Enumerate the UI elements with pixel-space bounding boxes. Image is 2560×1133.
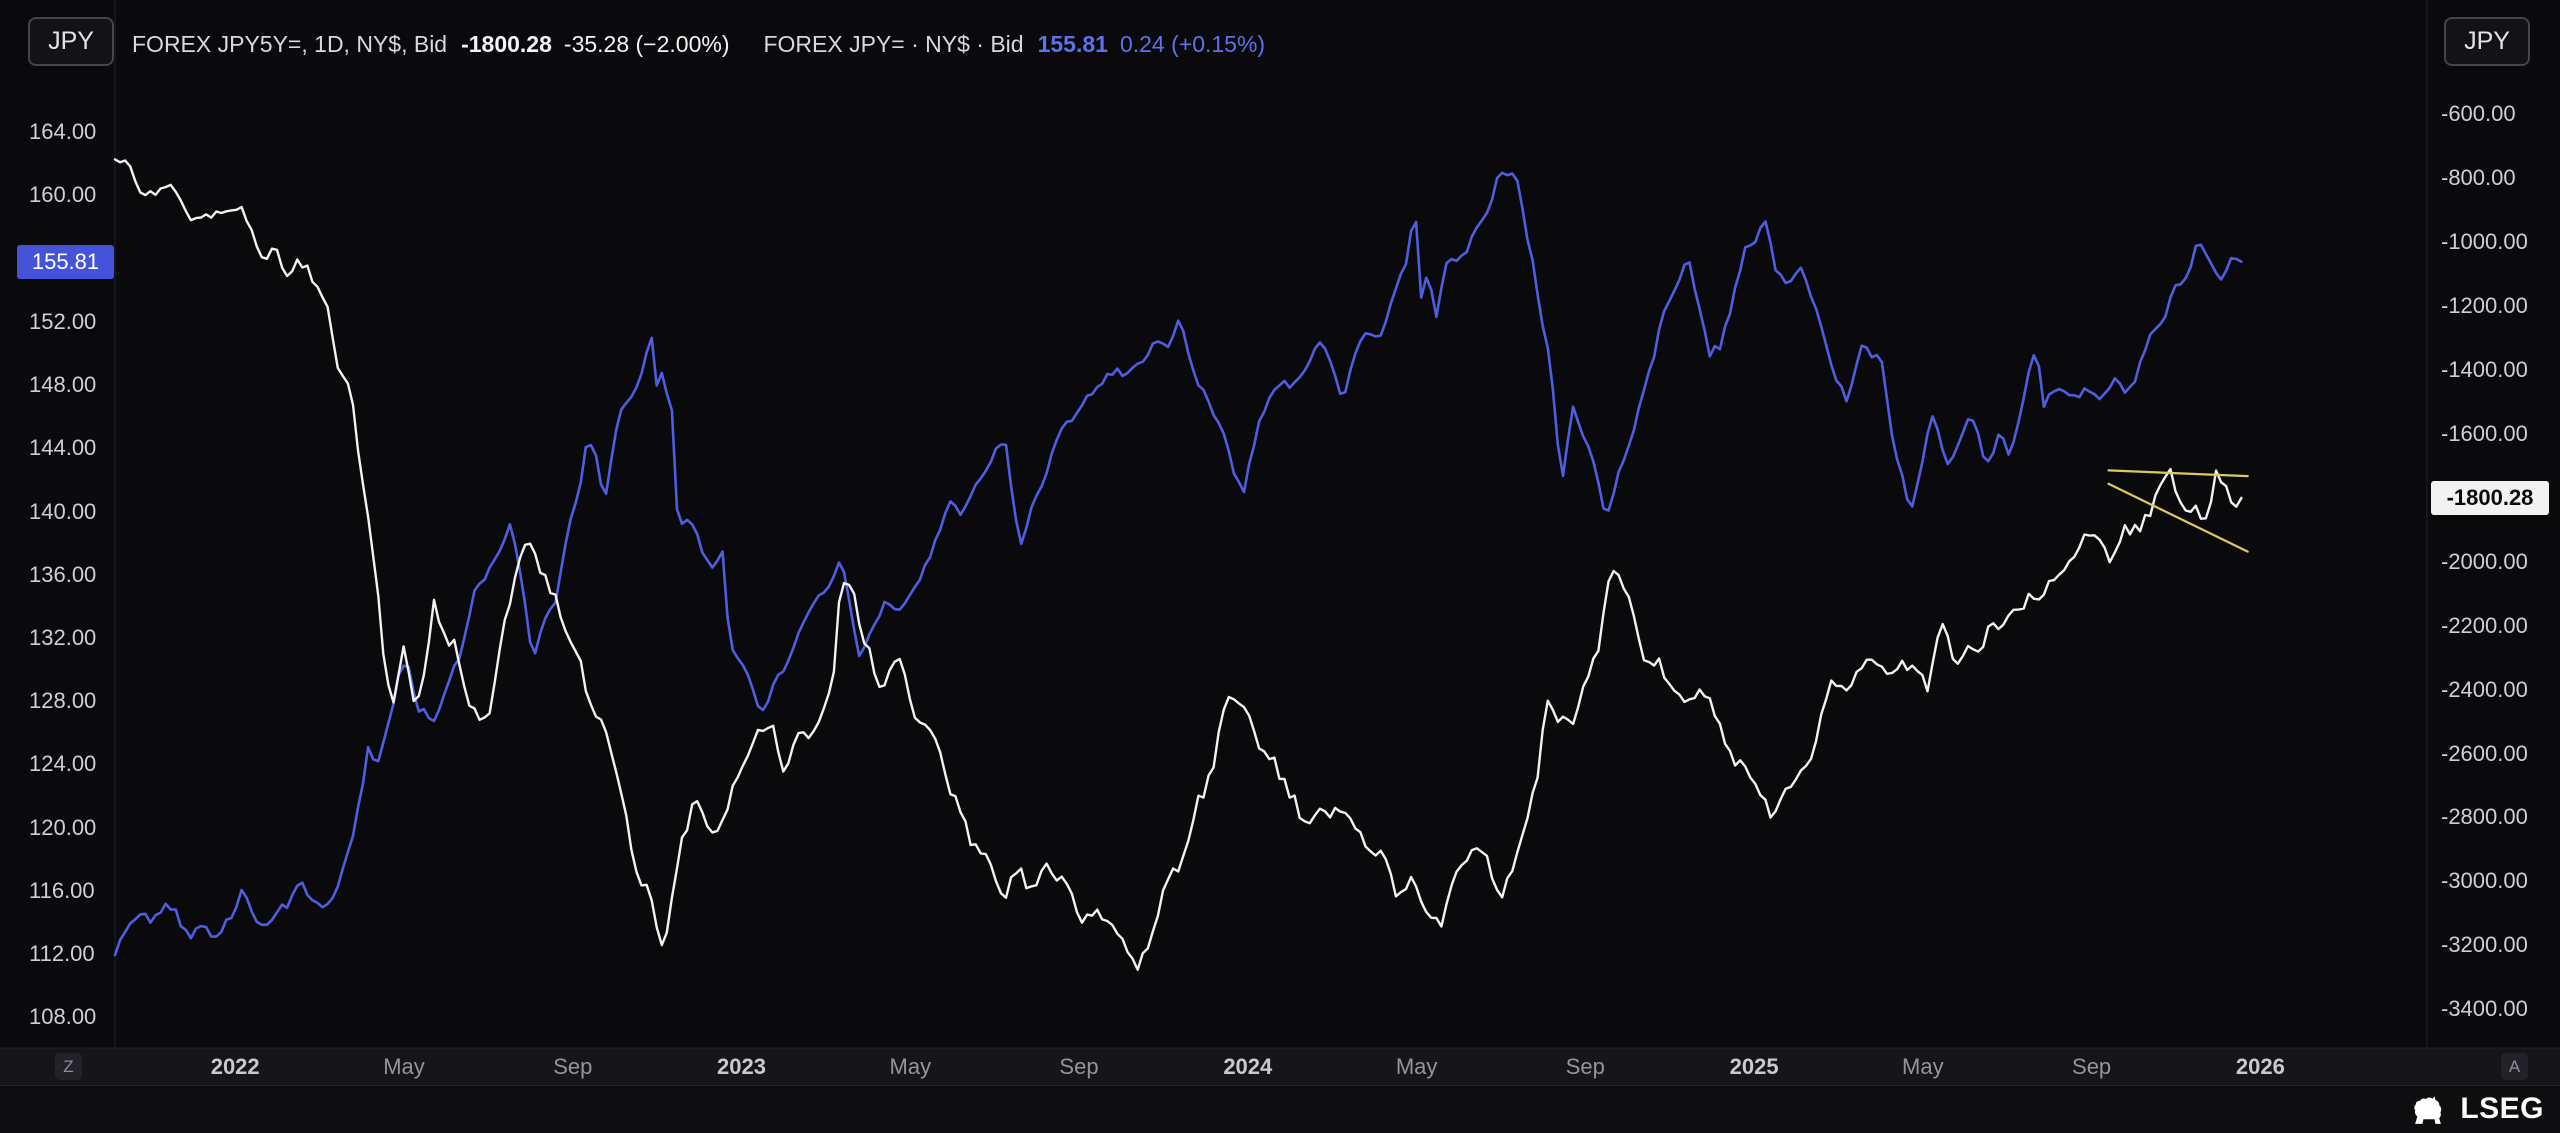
right-axis-tick-label: -1200.00 — [2441, 293, 2528, 319]
chart-region: JPY JPY FOREX JPY5Y=, 1D, NY$, Bid -1800… — [0, 0, 2560, 1085]
left-axis-tick-label: 160.00 — [29, 182, 97, 208]
right-axis-tick-label: -2600.00 — [2441, 740, 2528, 766]
lseg-lion-icon — [2414, 1096, 2442, 1124]
usdjpy-last-price-tag: 155.81 — [17, 244, 114, 279]
left-axis-tick-label: 136.00 — [29, 561, 97, 587]
auto-scale-button[interactable]: A — [2501, 1053, 2528, 1080]
right-axis-tick-label: -1400.00 — [2441, 357, 2528, 382]
right-axis-instrument-tab[interactable]: JPY — [2444, 17, 2530, 66]
left-axis-tick-label: 128.00 — [29, 688, 97, 714]
usdjpy-series-line[interactable] — [113, 171, 2243, 957]
right-price-axis[interactable]: -600.00 -800.00 -1000.00 -1200.00 -1400.00 -1… — [2427, 0, 2560, 1048]
instrument1-change: -35.28 (−2.00%) — [563, 31, 730, 57]
instrument2-change: 0.24 (+0.15%) — [1119, 31, 1266, 57]
time-axis-strip — [0, 1048, 2560, 1085]
jpy5y-series-line[interactable] — [113, 158, 2243, 971]
left-axis-tick-label: 120.00 — [29, 814, 97, 840]
left-axis-tick-label: 152.00 — [29, 308, 97, 334]
lseg-logo-text: LSEG — [2460, 1092, 2544, 1125]
right-axis-tick-label: -2200.00 — [2441, 612, 2528, 638]
lseg-logo: LSEG — [2410, 1092, 2544, 1126]
left-axis-tick-label: 164.00 — [29, 119, 97, 145]
zoom-out-button[interactable]: Z — [55, 1053, 82, 1080]
instrument1-last-price: -1800.28 — [461, 31, 552, 57]
right-axis-tick-label: -2400.00 — [2441, 676, 2528, 702]
left-axis-tick-label: 112.00 — [29, 941, 95, 967]
right-axis-tick-label: -1000.00 — [2441, 229, 2528, 255]
right-axis-tick-label: -3400.00 — [2441, 996, 2528, 1022]
left-axis-tick-label: 116.00 — [29, 877, 95, 903]
left-price-axis[interactable]: 164.00160.00156.00152.00148.00144.00140.… — [0, 0, 115, 1048]
right-axis-tick-label: -3200.00 — [2441, 932, 2528, 958]
left-axis-tick-label: 124.00 — [29, 751, 97, 777]
left-axis-tick-label: 144.00 — [29, 435, 97, 461]
right-axis-tick-label: -800.00 — [2441, 165, 2516, 191]
status-bar: LSEG — [0, 1085, 2560, 1133]
chart-plot-area[interactable] — [0, 0, 2560, 1085]
right-axis-tick-label: -1600.00 — [2441, 420, 2528, 446]
instrument1-title[interactable]: FOREX JPY5Y=, 1D, NY$, Bid — [132, 31, 448, 57]
jpy5y-last-price-tag: -1800.28 — [2431, 480, 2549, 515]
trendline-2[interactable] — [2107, 482, 2249, 553]
left-axis-tick-label: 140.00 — [29, 498, 97, 524]
left-axis-tick-label: 132.00 — [29, 625, 97, 651]
right-axis-tick-label: -3000.00 — [2441, 868, 2528, 894]
chart-legend: FOREX JPY5Y=, 1D, NY$, Bid -1800.28 -35.… — [132, 31, 1265, 58]
left-axis-tick-label: 108.00 — [29, 1004, 97, 1030]
trendline-1[interactable] — [2107, 469, 2249, 478]
instrument2-title[interactable]: FOREX JPY= · NY$ · Bid — [763, 31, 1024, 57]
instrument2-last-price: 155.81 — [1037, 31, 1108, 57]
left-axis-tick-label: 148.00 — [29, 372, 97, 398]
right-axis-tick-label: -600.00 — [2441, 101, 2516, 127]
right-axis-tick-label: -2800.00 — [2441, 804, 2528, 830]
left-axis-instrument-tab[interactable]: JPY — [28, 17, 114, 66]
right-axis-tick-label: -2000.00 — [2441, 548, 2528, 574]
